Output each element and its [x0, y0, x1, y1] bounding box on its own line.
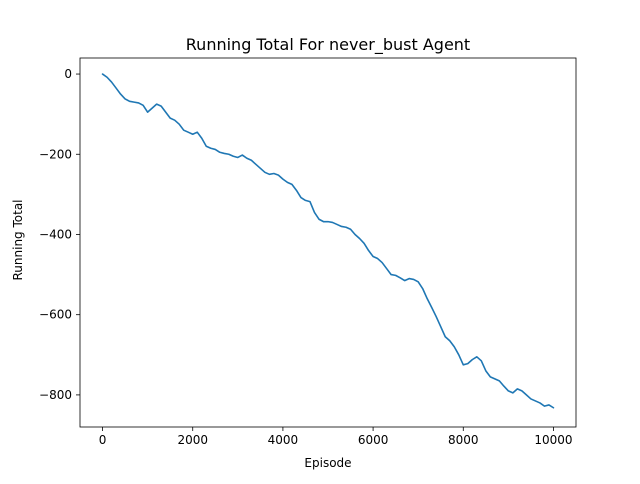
x-tick-label: 8000	[448, 433, 479, 447]
x-tick-label: 4000	[268, 433, 299, 447]
chart-title: Running Total For never_bust Agent	[186, 35, 470, 55]
y-tick-label: −400	[39, 227, 72, 241]
y-axis-label: Running Total	[11, 199, 25, 280]
y-tick-label: −800	[39, 388, 72, 402]
x-tick-label: 10000	[534, 433, 572, 447]
x-axis-label: Episode	[304, 456, 351, 470]
series-line-0	[101, 73, 555, 409]
axes-group: 0 2000 4000 6000 8000 10000 0 −200 −400 −600 −800	[39, 57, 577, 447]
y-tick-label: −200	[39, 147, 72, 161]
y-tick-label: 0	[64, 67, 72, 81]
x-tick-label: 6000	[358, 433, 389, 447]
axes-frame	[79, 57, 577, 428]
plot-area	[101, 73, 555, 409]
x-tick-label: 2000	[177, 433, 208, 447]
x-tick-label: 0	[99, 433, 107, 447]
y-tick-label: −600	[39, 308, 72, 322]
